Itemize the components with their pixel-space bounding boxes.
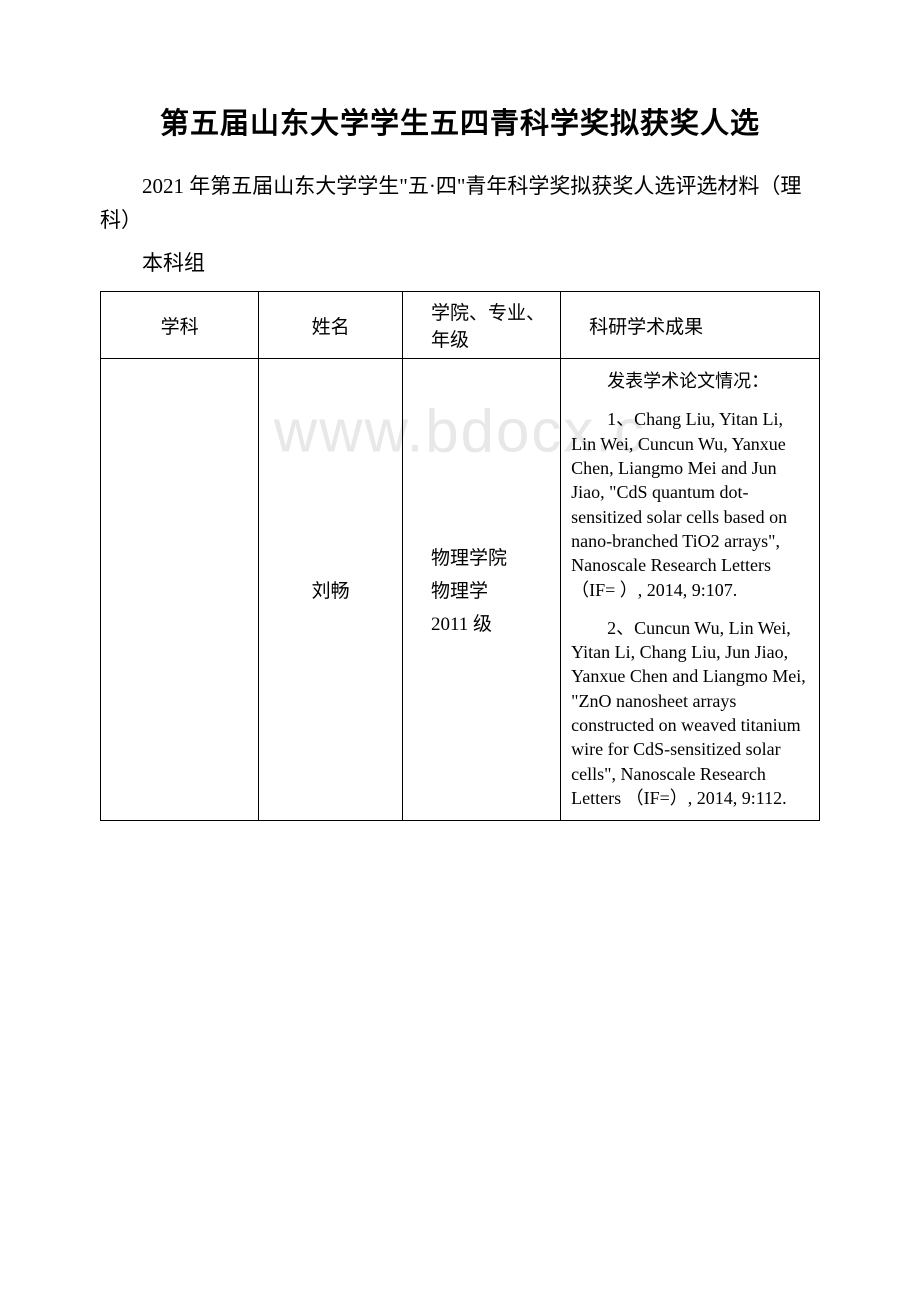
document-title: 第五届山东大学学生五四青科学奖拟获奖人选 — [100, 100, 820, 142]
header-name: 姓名 — [259, 292, 403, 359]
table-header-row: 学科 姓名 学院、专业、年级 科研学术成果 — [101, 292, 820, 359]
document-content: 第五届山东大学学生五四青科学奖拟获奖人选 2021 年第五届山东大学学生"五·四… — [100, 100, 820, 821]
cell-name: 刘畅 — [259, 359, 403, 821]
school-line3: 2011 级 — [431, 609, 552, 636]
group-label: 本科组 — [100, 247, 820, 277]
cell-school: 物理学院 物理学 2011 级 — [402, 359, 560, 821]
cell-result: 发表学术论文情况： 1、Chang Liu, Yitan Li, Lin Wei… — [561, 359, 820, 821]
table-row: 刘畅 物理学院 物理学 2011 级 发表学术论文情况： 1、Chang Liu… — [101, 359, 820, 821]
result-p3: 2、Cuncun Wu, Lin Wei, Yitan Li, Chang Li… — [571, 616, 811, 810]
result-p1: 发表学术论文情况： — [571, 369, 811, 393]
school-line2: 物理学 — [431, 576, 552, 603]
school-line1: 物理学院 — [431, 543, 552, 570]
header-result: 科研学术成果 — [561, 292, 820, 359]
header-subject: 学科 — [101, 292, 259, 359]
awards-table: 学科 姓名 学院、专业、年级 科研学术成果 刘畅 物理学院 物理学 2011 级… — [100, 291, 820, 821]
intro-paragraph: 2021 年第五届山东大学学生"五·四"青年科学奖拟获奖人选评选材料（理科） — [100, 170, 820, 237]
cell-subject — [101, 359, 259, 821]
header-school: 学院、专业、年级 — [402, 292, 560, 359]
result-p2: 1、Chang Liu, Yitan Li, Lin Wei, Cuncun W… — [571, 407, 811, 601]
